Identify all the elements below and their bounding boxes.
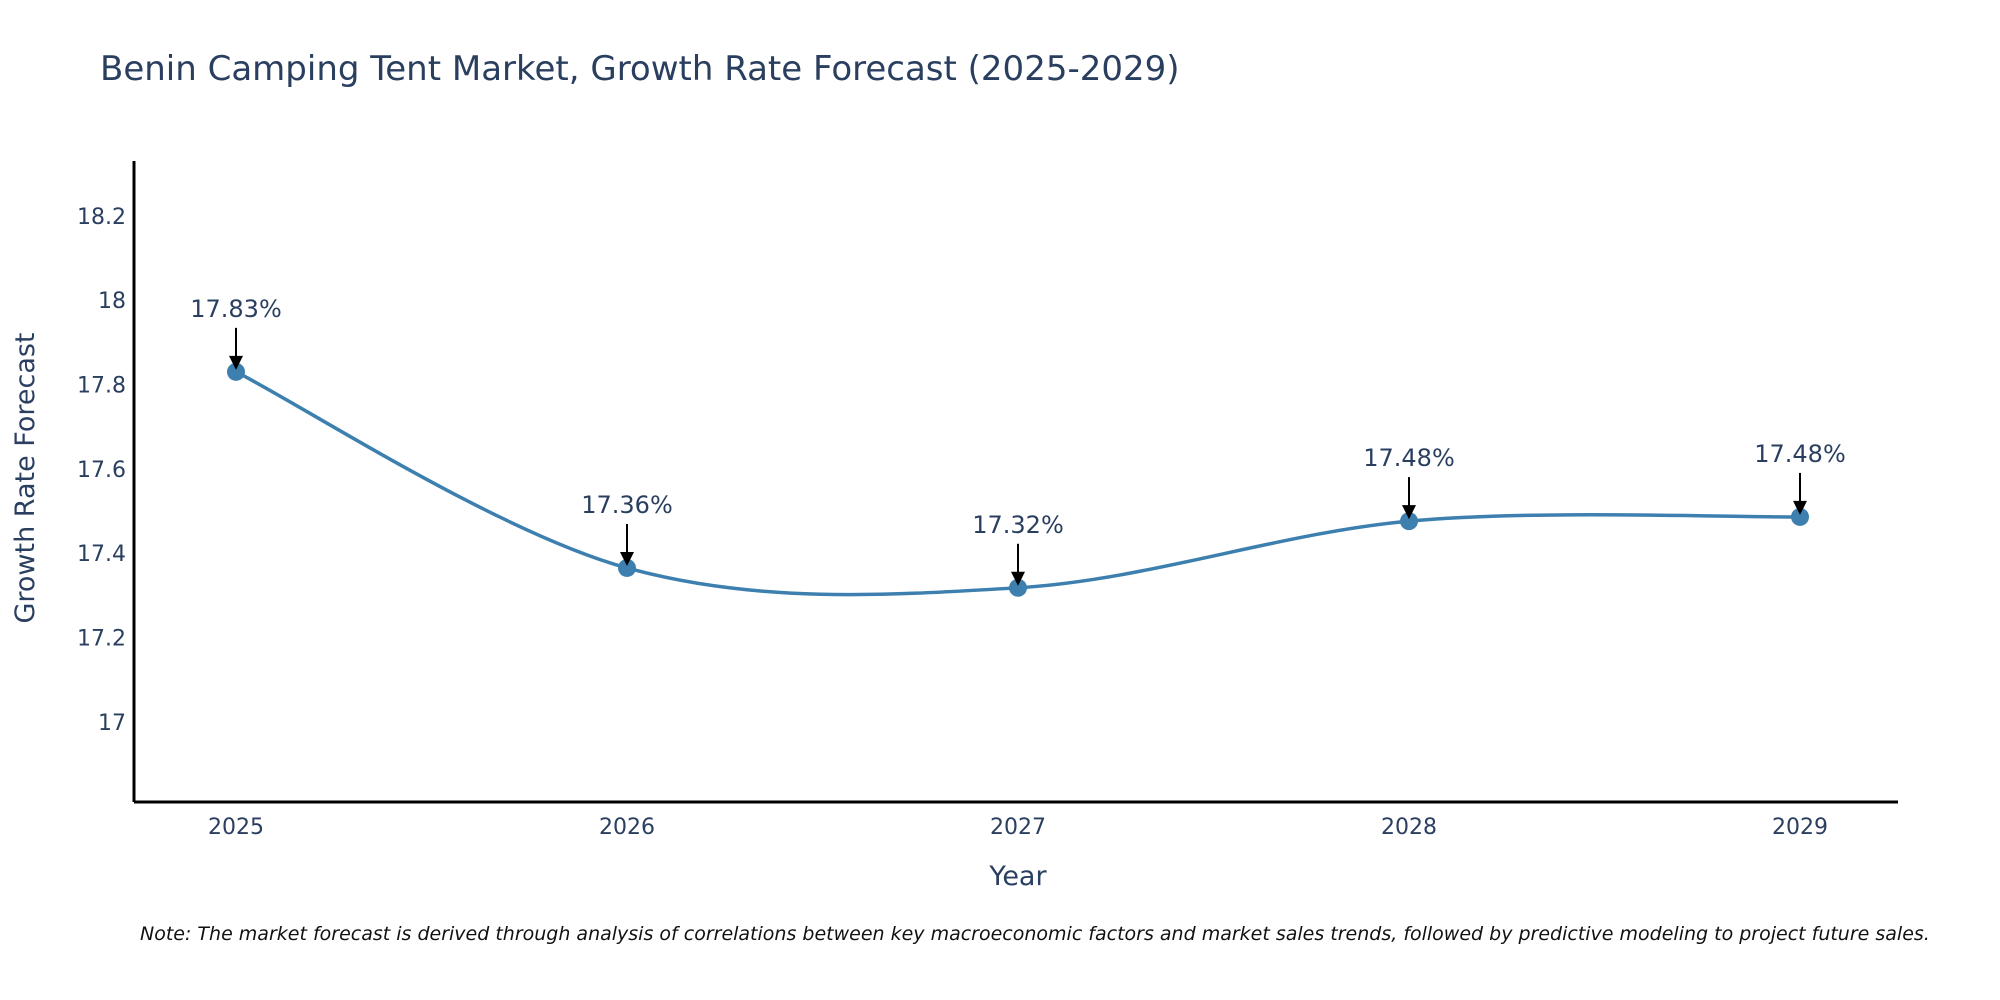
y-tick-label: 18.2 — [77, 205, 126, 230]
data-label: 17.48% — [1363, 444, 1455, 472]
y-tick-label: 17.6 — [77, 458, 126, 483]
data-point — [1400, 512, 1418, 531]
annotation-arrow-head — [1793, 500, 1807, 515]
y-tick-label: 18 — [98, 289, 126, 314]
y-tick-label: 17.8 — [77, 374, 126, 399]
data-label: 17.32% — [972, 511, 1064, 539]
data-point — [1791, 507, 1809, 526]
y-tick-label: 17.4 — [77, 542, 126, 567]
y-tick-label: 17.2 — [77, 627, 126, 652]
y-tick-label: 17 — [98, 711, 126, 736]
x-tick-label: 2025 — [208, 815, 264, 840]
x-tick-label: 2026 — [599, 815, 655, 840]
annotation-arrow-head — [1402, 505, 1416, 520]
x-axis-ticks: 2025 2026 2027 2028 2029 — [208, 815, 1828, 840]
data-point — [618, 558, 636, 577]
data-annotations: 17.83% 17.36% 17.32% 17.48% 17.48% — [190, 295, 1846, 586]
data-label: 17.36% — [581, 491, 673, 519]
data-label: 17.48% — [1754, 440, 1846, 468]
data-markers — [227, 362, 1809, 597]
y-axis-ticks: 17 17.2 17.4 17.6 17.8 18 18.2 — [77, 205, 126, 736]
data-point — [227, 362, 245, 381]
annotation-arrow-head — [620, 551, 634, 566]
x-tick-label: 2028 — [1381, 815, 1437, 840]
y-axis-title: Growth Rate Forecast — [10, 332, 41, 623]
x-tick-label: 2027 — [990, 815, 1046, 840]
data-label: 17.83% — [190, 295, 282, 323]
chart-title: Benin Camping Tent Market, Growth Rate F… — [100, 49, 1180, 89]
chart-note: Note: The market forecast is derived thr… — [140, 923, 1930, 945]
x-tick-label: 2029 — [1772, 815, 1828, 840]
annotation-arrow-head — [1011, 571, 1025, 586]
annotation-arrow-head — [229, 355, 243, 370]
x-axis-title: Year — [988, 861, 1047, 892]
data-point — [1009, 578, 1027, 597]
